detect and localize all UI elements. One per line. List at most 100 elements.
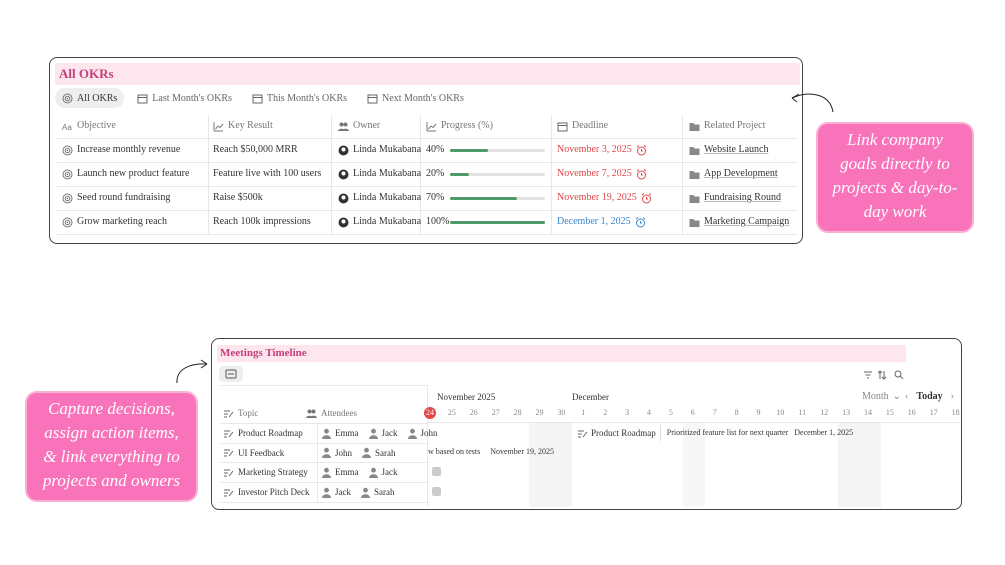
- tab[interactable]: All OKRs: [55, 88, 125, 108]
- alarm-icon: [635, 216, 646, 228]
- attendee: Sarah: [361, 445, 396, 461]
- glyph: [426, 121, 437, 131]
- glyph: [689, 218, 700, 227]
- row-divider: [57, 162, 797, 163]
- glyph: [338, 217, 349, 227]
- icon: [137, 93, 148, 104]
- tab-label: This Month's OKRs: [266, 92, 348, 104]
- icon: [321, 428, 332, 439]
- column-label: Owner: [353, 120, 381, 131]
- row-divider: [427, 422, 960, 423]
- nav: ‹ Today ›: [905, 389, 954, 405]
- icon: [223, 467, 234, 478]
- day-label: 12: [820, 408, 829, 417]
- glyph: [578, 430, 588, 437]
- column-label: Progress (%): [441, 120, 493, 131]
- column-header: Progress (%): [426, 118, 493, 134]
- glyph: [252, 94, 263, 103]
- attendees: John Sarah: [321, 445, 396, 461]
- attendees: Jack Sarah: [321, 484, 395, 500]
- toolbar-icons[interactable]: [862, 368, 907, 382]
- project-link: Website Launch: [704, 144, 769, 155]
- icon: [577, 428, 588, 439]
- add-icon[interactable]: [432, 487, 441, 496]
- column-divider: [208, 115, 209, 235]
- deadline: December 1, 2025: [557, 214, 646, 230]
- column-header: Topic: [223, 405, 258, 421]
- project-link: Marketing Campaign: [704, 216, 790, 227]
- today-button[interactable]: Today: [916, 391, 943, 402]
- icon: [321, 447, 332, 459]
- add-icon[interactable]: [432, 467, 441, 476]
- tab-label: All OKRs: [77, 92, 118, 104]
- attendee-name: Jack: [335, 487, 351, 498]
- deadline: November 3, 2025: [557, 142, 647, 158]
- glyph: [338, 145, 349, 155]
- glyph: [636, 168, 647, 179]
- glyph: [338, 169, 349, 179]
- owner-name: Linda Mukabana: [353, 216, 422, 227]
- icon: [689, 121, 700, 132]
- project[interactable]: App Development: [689, 166, 778, 182]
- attendee: Emma: [321, 464, 359, 480]
- day-label: 26: [469, 408, 478, 417]
- icon: Aa: [62, 121, 73, 132]
- icon: [223, 447, 234, 458]
- month-label: December: [572, 392, 609, 402]
- row-divider: [57, 138, 797, 139]
- prev[interactable]: ‹: [905, 391, 909, 402]
- column-header: Key Result: [213, 118, 273, 134]
- objective: Launch new product feature: [62, 166, 189, 182]
- glyph: [689, 194, 700, 203]
- glyph: Aa: [62, 123, 72, 132]
- day-label: 6: [690, 408, 695, 417]
- topic-text: UI Feedback: [238, 447, 285, 458]
- project[interactable]: Fundraising Round: [689, 190, 781, 206]
- glyph: [407, 428, 417, 439]
- column-header: Attendees: [306, 405, 357, 421]
- topic: Marketing Strategy: [223, 464, 308, 480]
- icon: [368, 467, 379, 478]
- row-divider: [221, 443, 427, 444]
- owner: Linda Mukabana: [338, 190, 421, 206]
- glyph: [306, 409, 317, 418]
- view-button[interactable]: [219, 366, 243, 382]
- progress-label: 40%: [426, 144, 445, 155]
- owner: Linda Mukabana: [338, 166, 421, 182]
- callout-line: & link everything to: [43, 447, 180, 466]
- event-date: November 19, 2025: [490, 447, 554, 456]
- event-title: Product Roadmap: [577, 425, 661, 441]
- svg-text:Aa: Aa: [62, 123, 72, 132]
- deadline-text: November 7, 2025: [557, 168, 632, 179]
- attendee: Emma: [321, 425, 359, 441]
- tab[interactable]: Last Month's OKRs: [130, 88, 239, 108]
- attendee: John: [321, 445, 352, 461]
- progress-label: 20%: [426, 168, 445, 179]
- next[interactable]: ›: [950, 391, 955, 402]
- column-label: Objective: [77, 120, 116, 131]
- tab[interactable]: This Month's OKRs: [245, 88, 354, 108]
- objective-text: Increase monthly revenue: [77, 144, 181, 155]
- tab[interactable]: Next Month's OKRs: [360, 88, 471, 108]
- row-divider: [221, 482, 427, 483]
- chevron: ⌄: [892, 391, 902, 402]
- event[interactable]: Product Roadmap Prioritized feature list …: [577, 425, 853, 441]
- attendee-name: Emma: [335, 428, 359, 438]
- attendee: Sarah: [360, 484, 395, 500]
- day-label: 25: [447, 408, 456, 417]
- attendees: Emma Jack: [321, 464, 398, 480]
- icon: [407, 428, 418, 439]
- attendee: Jack: [368, 425, 398, 441]
- project[interactable]: Marketing Campaign: [689, 214, 789, 230]
- day-label: 30: [557, 408, 566, 417]
- project[interactable]: Website Launch: [689, 142, 768, 158]
- column-label: Attendees: [321, 408, 357, 418]
- icon: [368, 428, 379, 439]
- view-select[interactable]: Month ⌄: [862, 389, 901, 405]
- attendee: Jack: [368, 464, 398, 480]
- glyph: [362, 447, 372, 459]
- event[interactable]: w based on tests November 19, 2025: [428, 444, 554, 460]
- row-divider: [221, 462, 427, 463]
- key-result: Feature live with 100 users: [213, 168, 322, 179]
- icon: [338, 193, 349, 204]
